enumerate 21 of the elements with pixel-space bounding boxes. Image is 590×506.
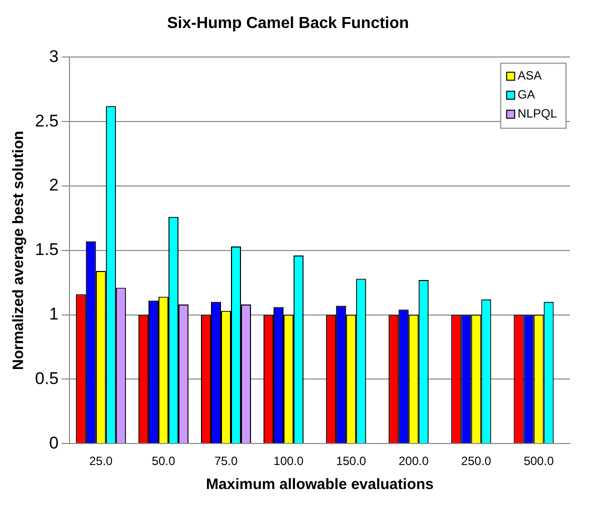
x-tick-label: 50.0 xyxy=(152,454,176,468)
x-axis-title: Maximum allowable evaluations xyxy=(206,476,434,494)
y-tick-label: 2.5 xyxy=(34,111,59,130)
y-tick-label: 1.5 xyxy=(34,240,59,260)
x-tick-label: 200.0 xyxy=(398,454,429,468)
x-tick-label: 500.0 xyxy=(524,454,554,468)
y-tick-label: 1 xyxy=(49,304,59,324)
x-tick-label: 25.0 xyxy=(89,454,113,468)
legend-label: ASA xyxy=(518,68,542,83)
y-tick-label: 3 xyxy=(49,46,59,66)
x-tick-label: 250.0 xyxy=(461,454,492,468)
y-tick-label: 2 xyxy=(49,176,59,195)
x-tick-label: 75.0 xyxy=(214,454,238,468)
y-tick-label: 0 xyxy=(49,433,59,452)
y-axis-title: Normalized average best solution xyxy=(10,130,28,370)
legend-label: NLPQL xyxy=(518,106,558,121)
y-tick-label: 0.5 xyxy=(34,368,59,388)
x-tick-label: 100.0 xyxy=(274,454,304,468)
chart-title: Six-Hump Camel Back Function xyxy=(167,15,409,32)
legend-label: GA xyxy=(518,88,535,102)
x-tick-label: 150.0 xyxy=(336,454,366,468)
